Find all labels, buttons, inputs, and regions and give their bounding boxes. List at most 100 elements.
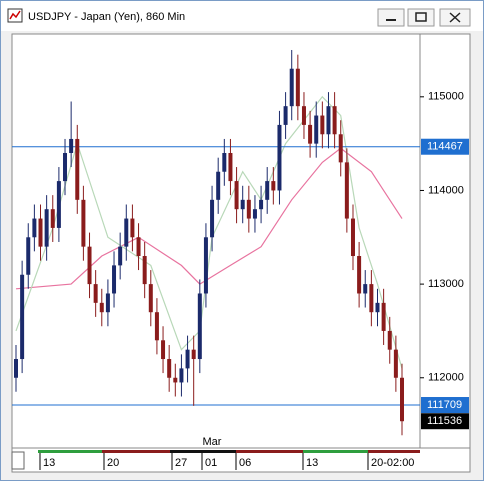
maximize-glyph: [415, 12, 427, 22]
candle-body: [167, 359, 172, 378]
candle-body: [295, 68, 300, 107]
candle-body: [332, 106, 337, 135]
candle-body: [283, 106, 288, 125]
candle: [375, 288, 380, 327]
candle: [63, 138, 68, 196]
candle-body: [185, 349, 190, 369]
candle-body: [142, 256, 147, 285]
x-tick-label: 01: [205, 457, 217, 469]
candle-body: [400, 377, 405, 422]
candle: [26, 223, 31, 289]
candle-body: [179, 368, 184, 383]
candle-body: [203, 237, 208, 294]
x-tick-label: 27: [175, 457, 187, 469]
last-price-box: [421, 413, 469, 430]
level-label-box: [421, 138, 469, 155]
candle-body: [93, 284, 98, 303]
level-label: 114467: [427, 141, 463, 153]
candle: [154, 298, 159, 355]
candle: [179, 354, 184, 397]
session-strip: [38, 450, 420, 453]
candle-body: [357, 256, 362, 294]
candle: [203, 223, 208, 308]
candle-body: [234, 181, 239, 210]
candle-body: [191, 349, 196, 360]
candle-body: [154, 312, 159, 341]
candle: [14, 344, 18, 392]
candle: [124, 204, 129, 261]
level-label: 111709: [427, 399, 462, 411]
candle: [69, 101, 74, 168]
candle-body: [381, 302, 386, 331]
candle: [173, 363, 178, 397]
candle: [387, 316, 392, 364]
price-axis: [419, 33, 471, 449]
session-segment: [303, 450, 368, 453]
candle: [93, 270, 98, 317]
maximize-button[interactable]: [407, 8, 435, 27]
session-segment: [102, 450, 170, 453]
candle: [240, 185, 245, 224]
candle-body: [387, 330, 392, 350]
candle: [20, 260, 25, 374]
candle-body: [148, 284, 153, 313]
candle-body: [259, 199, 264, 210]
candle-body: [246, 199, 251, 219]
candle-body: [277, 124, 282, 191]
month-label: Mar: [203, 436, 222, 448]
candle-body: [289, 68, 294, 107]
indicator-line: [15, 95, 403, 369]
candle: [112, 251, 117, 308]
candle: [38, 204, 43, 261]
candle-body: [118, 246, 123, 266]
candle: [332, 92, 337, 149]
y-tick-label: 115000: [428, 91, 464, 103]
candle: [338, 120, 343, 177]
candle-body: [38, 218, 43, 247]
candle-body: [350, 218, 355, 257]
candle-body: [56, 181, 61, 228]
candle-body: [81, 199, 86, 247]
y-tick-label: 113000: [428, 278, 464, 290]
corner-box: [11, 451, 25, 470]
candle-body: [136, 237, 141, 257]
x-tick-label: 06: [239, 457, 251, 469]
minimize-button[interactable]: [377, 8, 405, 27]
candle-body: [308, 124, 313, 144]
y-tick-label: 114000: [428, 184, 464, 196]
window-buttons[interactable]: [377, 8, 471, 27]
candle: [271, 167, 276, 205]
candle: [130, 204, 135, 252]
candle: [326, 92, 331, 149]
candle-body: [44, 209, 49, 247]
candle: [277, 110, 282, 205]
candle-body: [363, 284, 368, 294]
x-tick-label: 20-02:00: [371, 457, 414, 469]
candle: [216, 157, 221, 214]
x-tick-label: 20: [107, 457, 119, 469]
candle: [32, 204, 37, 252]
candle-body: [130, 218, 135, 238]
candle: [357, 241, 362, 308]
candle: [308, 110, 313, 158]
y-tick-label: 112000: [428, 372, 464, 384]
candle: [167, 344, 172, 392]
candle: [210, 185, 215, 252]
app-icon-glyph: [9, 10, 21, 20]
candle-body: [228, 153, 233, 182]
candle-body: [197, 293, 202, 360]
candle-body: [216, 171, 221, 200]
candle: [105, 279, 110, 327]
candle-body: [375, 302, 380, 313]
candle: [75, 124, 80, 214]
candle-body: [265, 181, 270, 200]
window-title: USDJPY - Japan (Yen), 860 Min: [28, 11, 185, 23]
candle-body: [222, 153, 227, 172]
candle: [252, 195, 257, 233]
candle: [265, 167, 270, 214]
last-price-label: 111536: [427, 415, 462, 427]
session-segment: [170, 450, 236, 453]
candle: [142, 241, 147, 299]
